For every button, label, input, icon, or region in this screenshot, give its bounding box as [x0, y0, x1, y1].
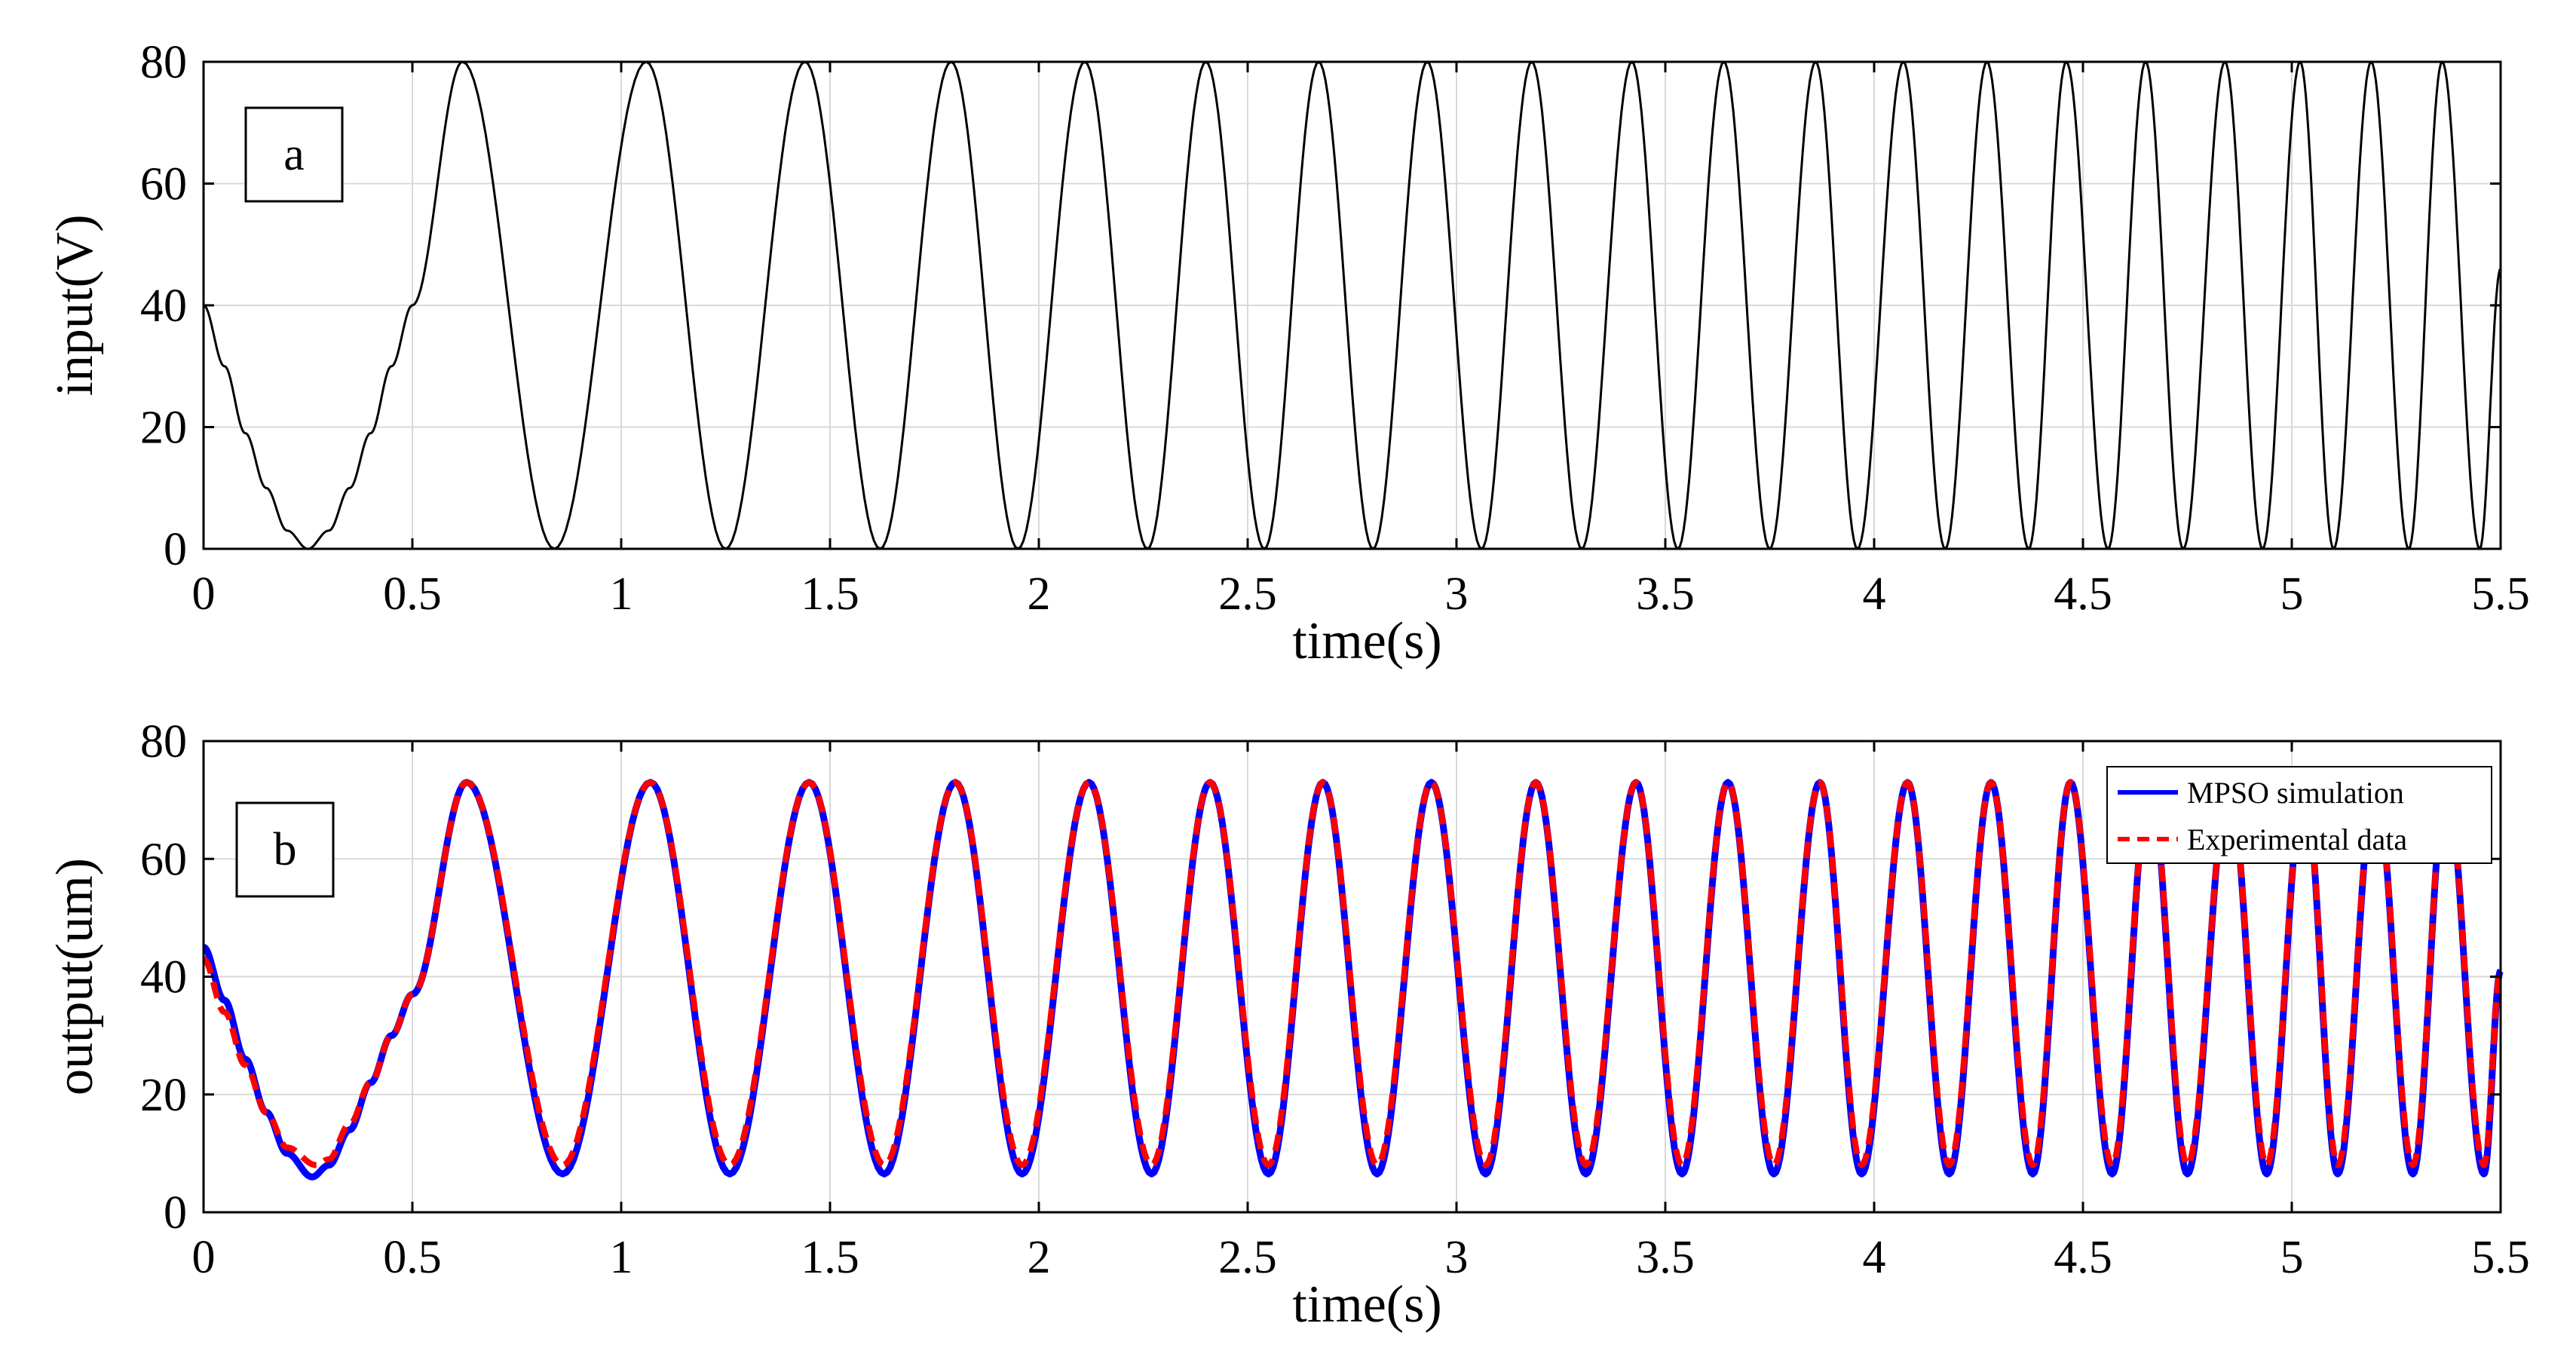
input-x-tick-label: 3 [1445, 568, 1469, 620]
input-y-tick-label: 20 [140, 403, 187, 454]
output-y-tick-label: 60 [140, 834, 187, 885]
output-plot-area [201, 779, 2504, 1181]
output-ticks [202, 740, 2502, 1214]
output-panel-tag: b [235, 801, 335, 898]
input-x-tick-label: 2 [1028, 568, 1051, 620]
output-y-tick-label: 40 [140, 952, 187, 1003]
legend-box [2106, 766, 2492, 864]
legend-label-mpso-simulation: MPSO simulation [2187, 776, 2404, 810]
input-y-tick-label: 60 [140, 159, 187, 210]
output-x-tick-label: 4 [1863, 1232, 1886, 1283]
series-line-experimental-data [201, 779, 2504, 1169]
output-y-tick-label: 20 [140, 1070, 187, 1121]
input-y-tick-label: 80 [140, 37, 187, 88]
output-y-tick-label: 80 [140, 716, 187, 767]
input-ticks [202, 60, 2502, 550]
input-x-axis-title: time(s) [1292, 612, 1441, 670]
input-x-tick-label: 4 [1863, 568, 1886, 620]
input-x-tick-label: 5 [2280, 568, 2304, 620]
output-x-tick-label: 3 [1445, 1232, 1469, 1283]
legend: MPSO simulation Experimental data [2106, 766, 2492, 864]
output-y-tick-label: 0 [164, 1187, 187, 1239]
input-x-tick-label: 3.5 [1636, 568, 1695, 620]
output-panel: 0 0.5 1 1.5 2 2.5 3 3.5 4 4.5 5 5.5 0 20 40 60 80 time(s… [46, 716, 2530, 1334]
output-panel-tag-label: b [274, 824, 297, 875]
output-x-tick-label: 0 [192, 1232, 216, 1283]
input-panel-tag-label: a [283, 129, 305, 180]
input-grid [204, 62, 2501, 549]
input-x-tick-label: 0.5 [383, 568, 442, 620]
output-x-tick-label: 0.5 [383, 1232, 442, 1283]
output-x-axis-title: time(s) [1292, 1276, 1441, 1334]
output-panel-tag-box [235, 801, 335, 898]
input-tick-labels: 0 0.5 1 1.5 2 2.5 3 3.5 4 4.5 5 5.5 0 20 40 60 80 [140, 37, 2530, 620]
output-x-tick-label: 5 [2280, 1232, 2304, 1283]
output-x-tick-label: 1.5 [801, 1232, 859, 1283]
input-panel: 0 0.5 1 1.5 2 2.5 3 3.5 4 4.5 5 5.5 0 20 40 60 80 time(s… [46, 37, 2530, 670]
output-y-axis-title: output(um) [46, 858, 104, 1095]
input-signal-line [203, 60, 2502, 550]
output-x-tick-label: 3.5 [1636, 1232, 1695, 1283]
output-x-tick-label: 2 [1028, 1232, 1051, 1283]
input-y-tick-label: 40 [140, 280, 187, 332]
input-plot-area [203, 60, 2502, 550]
input-y-axis-title: input(V) [46, 214, 104, 396]
input-x-tick-label: 0 [192, 568, 216, 620]
input-panel-tag: a [244, 106, 344, 203]
input-x-tick-label: 2.5 [1218, 568, 1277, 620]
input-x-tick-label: 1.5 [801, 568, 859, 620]
input-x-tick-label: 1 [610, 568, 633, 620]
input-y-tick-label: 0 [164, 524, 187, 575]
input-panel-tag-box [244, 106, 344, 203]
input-x-tick-label: 4.5 [2054, 568, 2112, 620]
output-x-tick-label: 2.5 [1218, 1232, 1277, 1283]
output-x-tick-label: 1 [610, 1232, 633, 1283]
output-x-tick-label: 4.5 [2054, 1232, 2112, 1283]
legend-label-experimental-data: Experimental data [2187, 823, 2407, 856]
input-x-tick-label: 5.5 [2471, 568, 2530, 620]
output-x-tick-label: 5.5 [2471, 1232, 2530, 1283]
output-tick-labels: 0 0.5 1 1.5 2 2.5 3 3.5 4 4.5 5 5.5 0 20 40 60 80 [140, 716, 2530, 1283]
